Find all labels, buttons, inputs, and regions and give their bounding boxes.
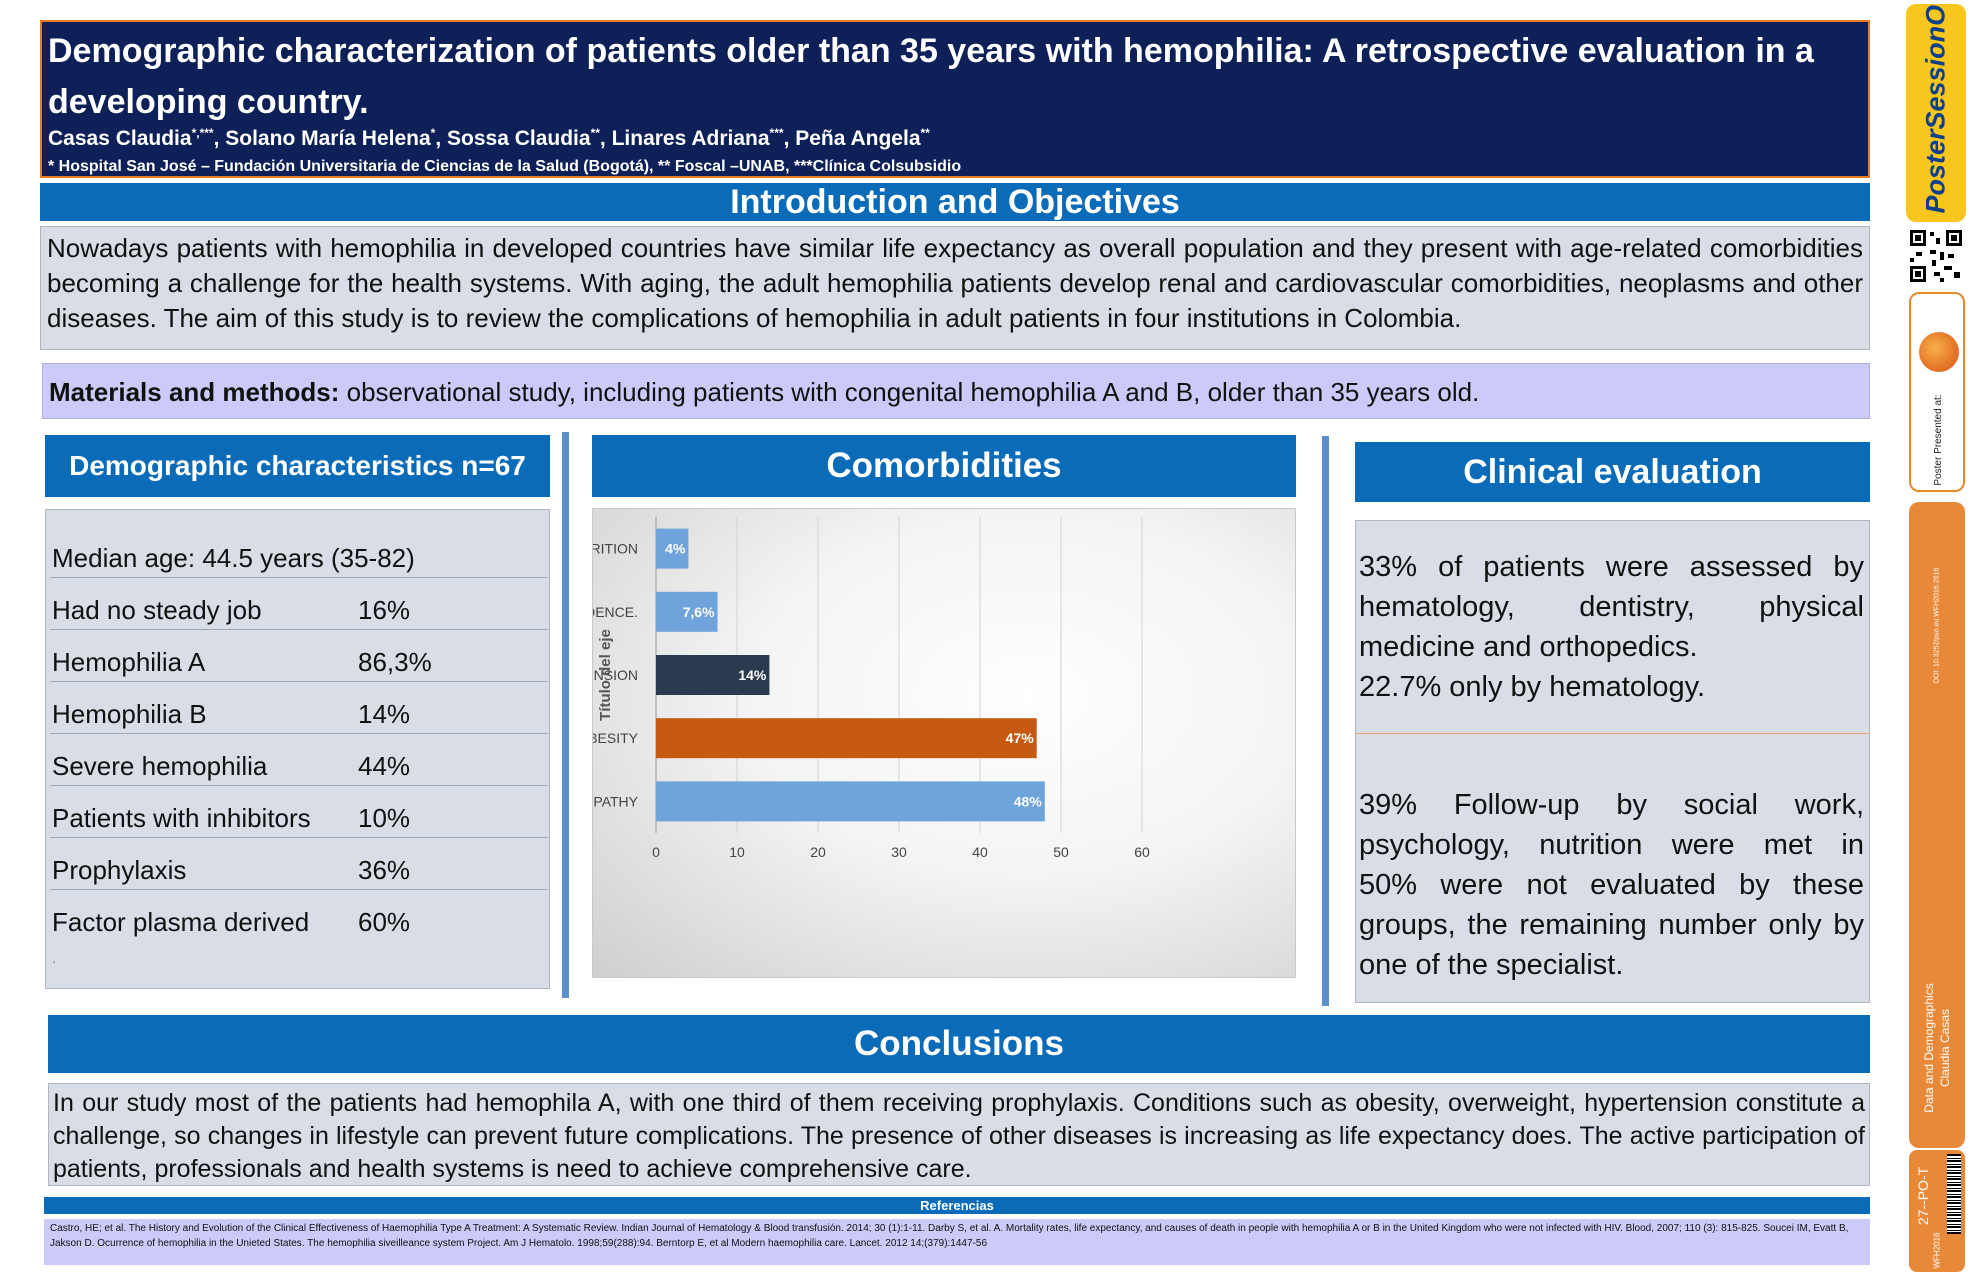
data-label: 4% (665, 541, 686, 557)
row-value: 10% (358, 803, 411, 833)
row-label: Had no steady job (52, 595, 262, 625)
x-tick-label: 10 (729, 844, 745, 860)
x-tick-label: 30 (891, 844, 907, 860)
demographics-row: Prophylaxis 36% (50, 837, 548, 890)
wfh-logo-icon (1919, 332, 1959, 372)
affiliations: * Hospital San José – Fundación Universi… (48, 158, 962, 175)
demographics-row: Hemophilia A 86,3% (50, 629, 548, 682)
poster-title: Demographic characterization of patients… (48, 32, 1814, 121)
row-value: 86,3% (358, 647, 432, 677)
author: Solano María Helena*, (225, 126, 448, 150)
clinical-text-1: 33% of patients were assessed by hematol… (1359, 551, 1864, 703)
row-label: Hemophilia A (52, 647, 206, 677)
demographics-row: Hemophilia B 14% (50, 681, 548, 734)
bar (656, 655, 770, 695)
bar (656, 528, 689, 569)
row-label: Hemophilia B (52, 699, 207, 729)
bar (656, 718, 1037, 759)
author: Casas Claudia*,***, (48, 126, 226, 150)
trailing-mark: . (52, 950, 57, 967)
intro-text: Nowadays patients with hemophilia in dev… (40, 226, 1870, 350)
demographics-panel: Median age: 44.5 years (35-82) Had no st… (45, 509, 550, 989)
clinical-text-2: 39% Follow-up by social work, psychology… (1359, 789, 1864, 981)
methods-box: Materials and methods: observational stu… (42, 363, 1870, 419)
poster-code-strip: 27--PO-T WFH2016 (1909, 1150, 1965, 1272)
doi-label: DOI: 10.3252/pso.eu.WFH2016.2016 (1933, 567, 1941, 684)
author: Peña Angela** (795, 126, 930, 150)
conclusions-text: In our study most of the patients had he… (48, 1083, 1870, 1186)
demographics-row: Had no steady job 16% (50, 577, 548, 630)
row-value: 14% (358, 699, 411, 729)
references-heading: Referencias (44, 1197, 1870, 1214)
author: Sossa Claudia**, (447, 126, 612, 150)
category-label: OBESITY (593, 730, 639, 746)
presented-at-box: Poster Presented at: (1909, 292, 1965, 492)
qr-code-graphic (1908, 228, 1964, 284)
methods-text: observational study, including patients … (339, 377, 1480, 407)
x-tick-label: 20 (810, 844, 826, 860)
poster-header: Demographic characterization of patients… (40, 20, 1870, 178)
event-code: WFH2016 (1932, 1232, 1942, 1269)
bar (656, 781, 1045, 822)
demographics-row: Severe hemophilia 44% (50, 733, 548, 786)
conclusions-heading: Conclusions (48, 1015, 1870, 1073)
methods-label: Materials and methods: (49, 377, 340, 407)
comorbidities-chart: 0 10 20 30 40 50 60 MALNUTRITION 4% OPIOID DEPEND… (592, 508, 1296, 978)
logo-text: PosterSessionOnline.com (1920, 4, 1951, 214)
category-label: Data and Demographics Claudia Casas (1922, 983, 1952, 1113)
y-axis-title: Título del eje (597, 629, 614, 721)
row-value: 60% (358, 907, 411, 937)
author: Linares Adriana***, (611, 126, 796, 150)
comorbidities-heading: Comorbidities (592, 435, 1296, 497)
category-label: MALNUTRITION (593, 541, 638, 557)
clinical-divider (1356, 733, 1869, 734)
demographics-row: Factor plasma derived 60% (50, 889, 548, 941)
demographics-heading: Demographic characteristics n=67 (45, 435, 550, 497)
x-tick-label: 0 (652, 844, 660, 860)
qr-code-icon[interactable] (1908, 228, 1964, 284)
demographics-row: Patients with inhibitors 10% (50, 785, 548, 838)
author-list: Casas Claudia*,***, Solano María Helena*… (48, 126, 930, 151)
row-label: Prophylaxis (52, 855, 187, 885)
poster-session-logo[interactable]: PosterSessionOnline.com (1906, 4, 1966, 222)
category-label: HYPERTENSION (593, 667, 638, 683)
row-label: Factor plasma derived (52, 907, 310, 937)
x-tick-label: 60 (1134, 844, 1150, 860)
data-label: 48% (1014, 793, 1043, 809)
category-label: OPIOID DEPENDENCE. (593, 604, 638, 620)
column-separator (562, 432, 569, 998)
row-value: 36% (358, 855, 411, 885)
row-value: 16% (358, 595, 411, 625)
intro-heading: Introduction and Objectives (40, 183, 1870, 221)
data-label: 47% (1006, 730, 1035, 746)
data-label: 14% (738, 667, 767, 683)
presented-at-label: Poster Presented at: (1933, 394, 1944, 486)
row-label: Severe hemophilia (52, 751, 268, 781)
row-value: 44% (358, 751, 411, 781)
barcode-icon (1947, 1154, 1961, 1234)
data-label: 7,6% (683, 604, 715, 620)
category-label: MULTIPLE ARTHROPATHY (593, 793, 639, 809)
column-separator (1322, 436, 1329, 1006)
clinical-heading: Clinical evaluation (1355, 442, 1870, 502)
row-label: Median age: 44.5 years (35-82) (52, 543, 415, 573)
sidebar-info-strip: DOI: 10.3252/pso.eu.WFH2016.2016 Data an… (1909, 502, 1965, 1148)
demographics-row: Median age: 44.5 years (35-82) (50, 525, 548, 578)
chart-svg: 0 10 20 30 40 50 60 MALNUTRITION 4% OPIOID DEPEND… (593, 517, 1150, 860)
clinical-panel: 33% of patients were assessed by hematol… (1355, 520, 1870, 1003)
references-text: Castro, HE; et al. The History and Evolu… (44, 1219, 1870, 1265)
bar (656, 591, 718, 632)
x-tick-label: 50 (1053, 844, 1069, 860)
x-tick-label: 40 (972, 844, 988, 860)
poster-code: 27--PO-T (1915, 1166, 1931, 1226)
row-label: Patients with inhibitors (52, 803, 311, 833)
